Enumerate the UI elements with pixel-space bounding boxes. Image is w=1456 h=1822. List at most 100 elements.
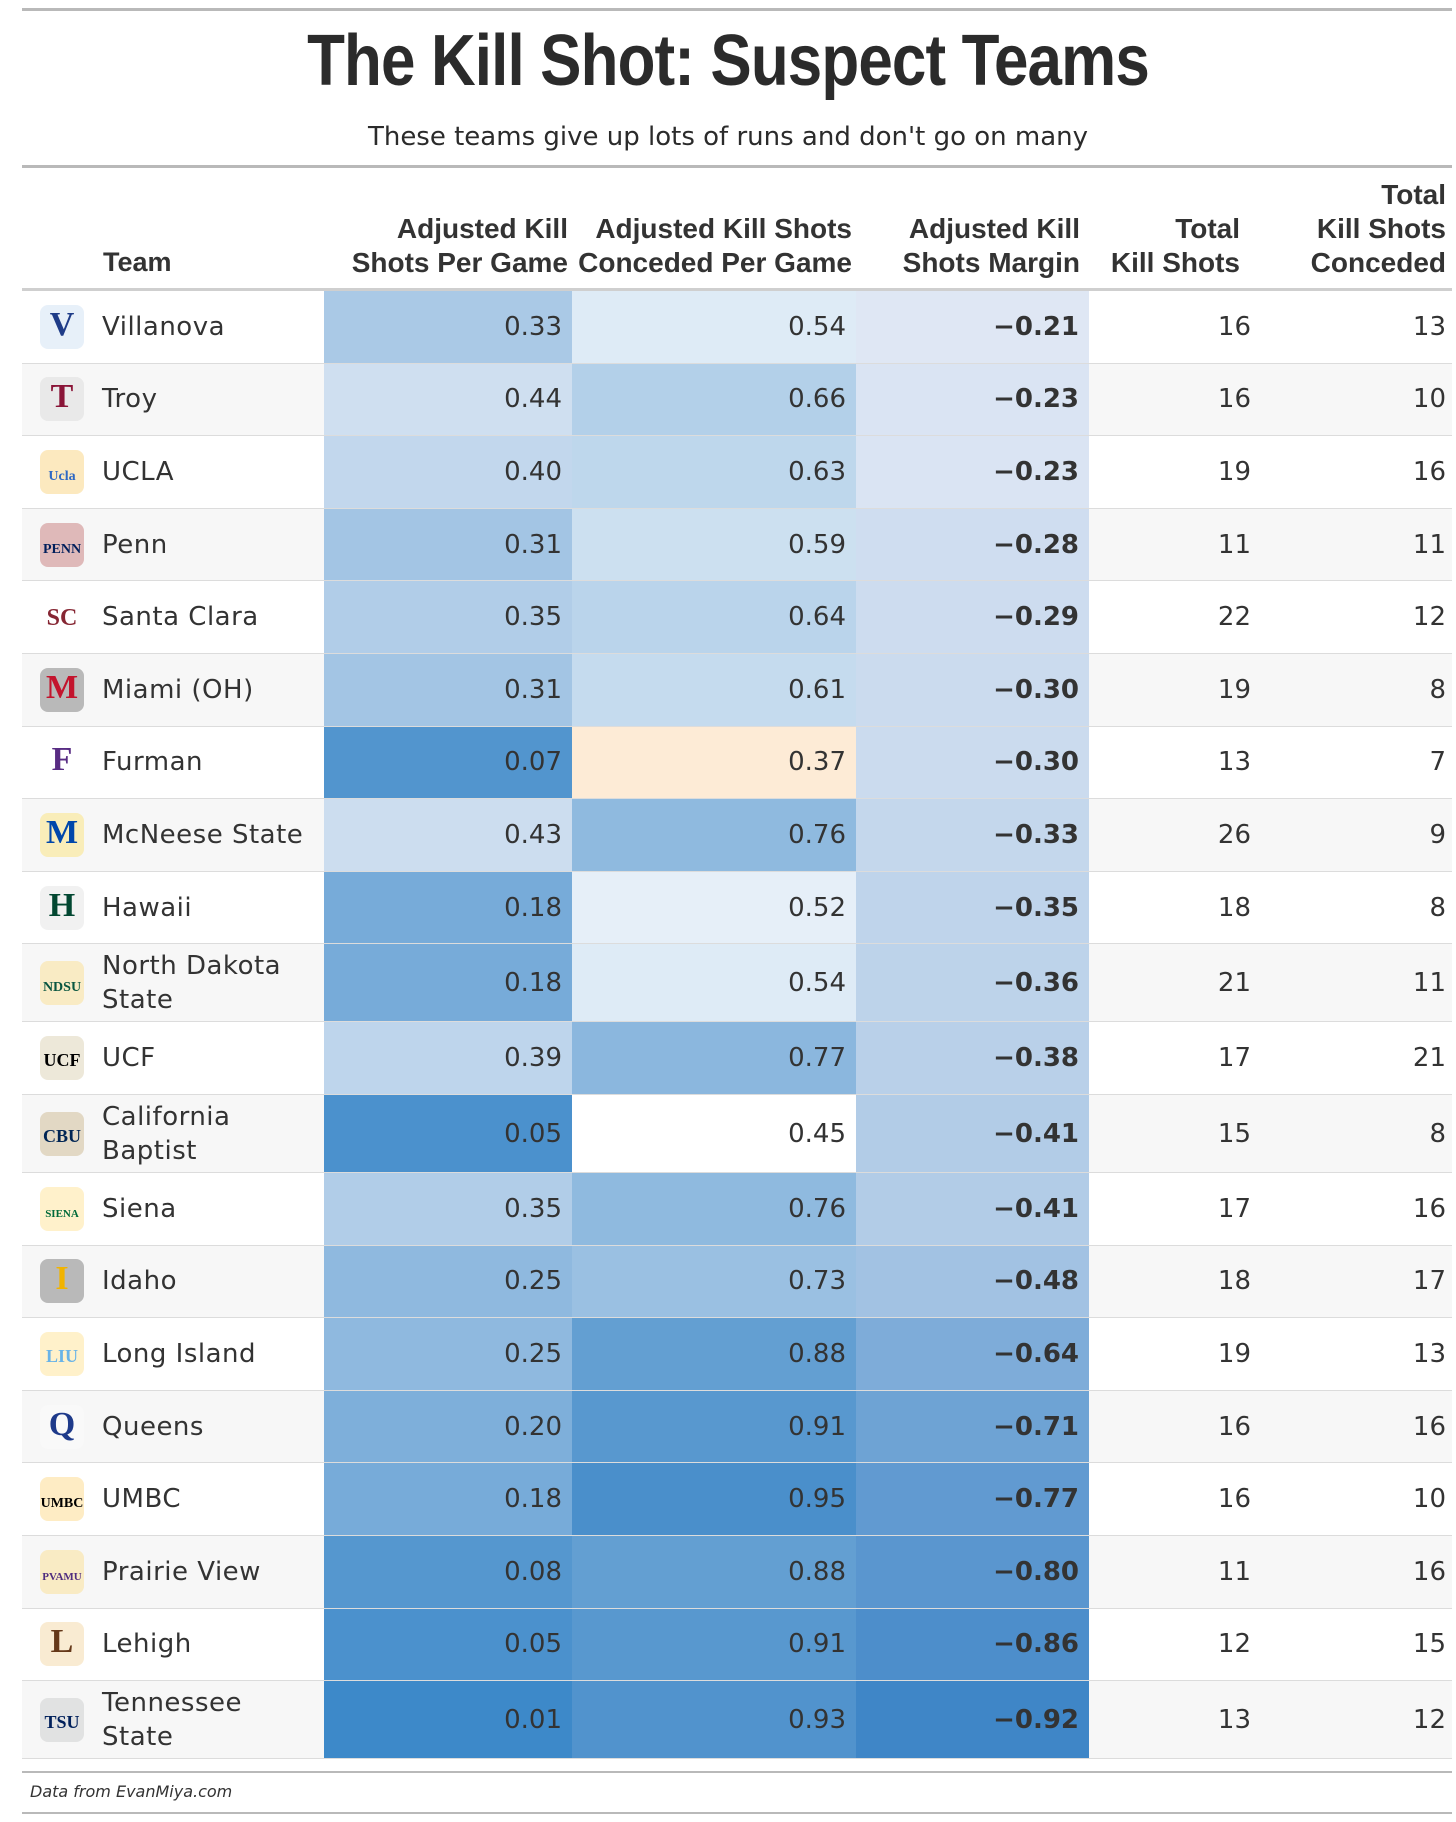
- team-name-line: Tennessee: [102, 1687, 242, 1718]
- team-name: Lehigh: [102, 1609, 342, 1681]
- kill-shots-conceded-per-game-cell: 0.54: [572, 944, 856, 1022]
- team-name: Troy: [102, 364, 342, 436]
- team-name-line: Troy: [102, 384, 158, 415]
- mcneese-logo-mark: M: [40, 812, 84, 857]
- total-kill-shots-cell: 11: [1217, 1556, 1251, 1587]
- table-row: L Lehigh 0.05 0.91 −0.86 12 15: [22, 1608, 1452, 1682]
- team-name-line: Prairie View: [102, 1556, 261, 1587]
- penn-logo-lettering: PENN: [43, 542, 81, 557]
- kill-shots-margin-cell: −0.77: [856, 1463, 1089, 1535]
- kill-shots-margin-cell: −0.33: [856, 799, 1089, 871]
- pvamu-logo-mark: PVAMU: [40, 1549, 84, 1594]
- kill-shots-per-game-cell: 0.05: [324, 1608, 572, 1681]
- header-rule: [22, 288, 1452, 291]
- header-kill-shots-margin: Adjusted Kill Shots Margin: [856, 212, 1080, 280]
- mcneese-logo-lettering: M: [46, 814, 78, 851]
- hawaii-logo-mark: H: [40, 885, 84, 930]
- lehigh-logo-mark: L: [40, 1622, 84, 1667]
- team-name-line: Miami (OH): [102, 674, 254, 705]
- kill-shots-margin-cell: −0.35: [856, 871, 1089, 944]
- kill-shots-per-game-cell: 0.08: [324, 1536, 572, 1608]
- idaho-logo-lettering: I: [55, 1260, 68, 1297]
- team-name: Prairie View: [102, 1536, 342, 1608]
- table-row: H Hawaii 0.18 0.52 −0.35 18 8: [22, 871, 1452, 945]
- siena-logo: SIENA: [22, 1173, 102, 1245]
- table-row: M Miami (OH) 0.31 0.61 −0.30 19 8: [22, 654, 1452, 727]
- lehigh-logo-lettering: L: [51, 1623, 74, 1660]
- kill-shots-margin-cell: −0.71: [856, 1390, 1089, 1463]
- header-team: Team: [103, 247, 172, 277]
- furman-logo: F: [22, 727, 102, 799]
- kill-shots-conceded-per-game-cell: 0.54: [572, 291, 856, 363]
- total-kill-shots-cell: 13: [1217, 747, 1251, 778]
- kill-shots-conceded-per-game-cell: 0.88: [572, 1318, 856, 1390]
- long-island-logo: LIU: [22, 1318, 102, 1390]
- kill-shots-conceded-per-game-cell: 0.61: [572, 654, 856, 726]
- team-name: Long Island: [102, 1318, 342, 1390]
- total-kill-shots-conceded-cell: 21: [1412, 1043, 1446, 1074]
- total-kill-shots-cell: 16: [1217, 384, 1251, 415]
- long-island-logo-lettering: LIU: [46, 1346, 78, 1366]
- kill-shots-margin-cell: −0.23: [856, 363, 1089, 436]
- total-kill-shots-cell: 17: [1217, 1043, 1251, 1074]
- total-kill-shots-cell: 17: [1217, 1193, 1251, 1224]
- total-kill-shots-conceded-cell: 12: [1412, 1704, 1446, 1735]
- kill-shots-margin-cell: −0.64: [856, 1318, 1089, 1390]
- kill-shots-conceded-per-game-cell: 0.93: [572, 1681, 856, 1759]
- kill-shots-margin-cell: −0.30: [856, 726, 1089, 799]
- total-kill-shots-conceded-cell: 8: [1429, 892, 1446, 923]
- santa-clara-logo-mark: SC: [40, 595, 84, 640]
- villanova-logo: V: [22, 291, 102, 363]
- tsu-logo-mark: TSU: [40, 1697, 84, 1742]
- total-kill-shots-conceded-cell: 7: [1429, 747, 1446, 778]
- header-line: Adjusted Kill Shots: [595, 213, 852, 244]
- kill-shots-conceded-per-game-cell: 0.77: [572, 1022, 856, 1094]
- team-name-line: Hawaii: [102, 892, 193, 923]
- header-line: Adjusted Kill: [908, 213, 1080, 244]
- queens-logo-lettering: Q: [49, 1406, 75, 1443]
- kill-shots-per-game-cell: 0.05: [324, 1095, 572, 1172]
- penn-logo: PENN: [22, 509, 102, 581]
- table-body: V Villanova 0.33 0.54 −0.21 16 13 T Troy 0.44 0.66…: [22, 291, 1452, 1760]
- table-row: UCF UCF 0.39 0.77 −0.38 17 21: [22, 1022, 1452, 1095]
- total-kill-shots-conceded-cell: 13: [1412, 311, 1446, 342]
- kill-shots-conceded-per-game-cell: 0.76: [572, 1173, 856, 1245]
- queens-logo-mark: Q: [40, 1404, 84, 1449]
- total-kill-shots-cell: 15: [1217, 1118, 1251, 1149]
- kill-shots-margin-cell: −0.48: [856, 1245, 1089, 1318]
- ucla-logo-mark: Ucla: [40, 449, 84, 494]
- kill-shots-per-game-cell: 0.43: [324, 799, 572, 871]
- furman-logo-lettering: F: [52, 741, 73, 778]
- ndsu-logo: NDSU: [22, 944, 102, 1021]
- villanova-logo-mark: V: [40, 304, 84, 349]
- team-name-line: State: [102, 984, 174, 1015]
- header-line: Kill Shots: [1110, 247, 1240, 278]
- furman-logo-mark: F: [40, 740, 84, 785]
- table-row: NDSU North Dakota State 0.18 0.54 −0.36 21 11: [22, 944, 1452, 1023]
- kill-shots-margin-cell: −0.41: [856, 1095, 1089, 1172]
- team-name: Villanova: [102, 291, 342, 363]
- total-kill-shots-conceded-cell: 11: [1412, 529, 1446, 560]
- total-kill-shots-conceded-cell: 13: [1412, 1338, 1446, 1369]
- team-name-line: McNeese State: [102, 819, 304, 850]
- miami-oh-logo-lettering: M: [46, 669, 78, 706]
- long-island-logo-mark: LIU: [40, 1331, 84, 1376]
- total-kill-shots-cell: 26: [1217, 819, 1251, 850]
- ndsu-logo-lettering: NDSU: [43, 980, 81, 995]
- total-kill-shots-cell: 19: [1217, 674, 1251, 705]
- table-row: PENN Penn 0.31 0.59 −0.28 11 11: [22, 508, 1452, 582]
- table-row: CBU California Baptist 0.05 0.45 −0.41 15 8: [22, 1095, 1452, 1173]
- kill-shots-conceded-per-game-cell: 0.64: [572, 581, 856, 653]
- table-row: LIU Long Island 0.25 0.88 −0.64 19 13: [22, 1318, 1452, 1391]
- table-row: UMBC UMBC 0.18 0.95 −0.77 16 10: [22, 1463, 1452, 1536]
- team-name-line: UCLA: [102, 456, 175, 487]
- team-name-line: Lehigh: [102, 1629, 192, 1660]
- troy-logo: T: [22, 364, 102, 436]
- kill-shots-conceded-per-game-cell: 0.91: [572, 1390, 856, 1463]
- table-row: SIENA Siena 0.35 0.76 −0.41 17 16: [22, 1173, 1452, 1246]
- header-line: Shots Margin: [902, 247, 1080, 278]
- team-name-line: State: [102, 1721, 174, 1752]
- header-line: Conceded: [1310, 247, 1446, 278]
- total-kill-shots-cell: 16: [1217, 311, 1251, 342]
- total-kill-shots-cell: 16: [1217, 1411, 1251, 1442]
